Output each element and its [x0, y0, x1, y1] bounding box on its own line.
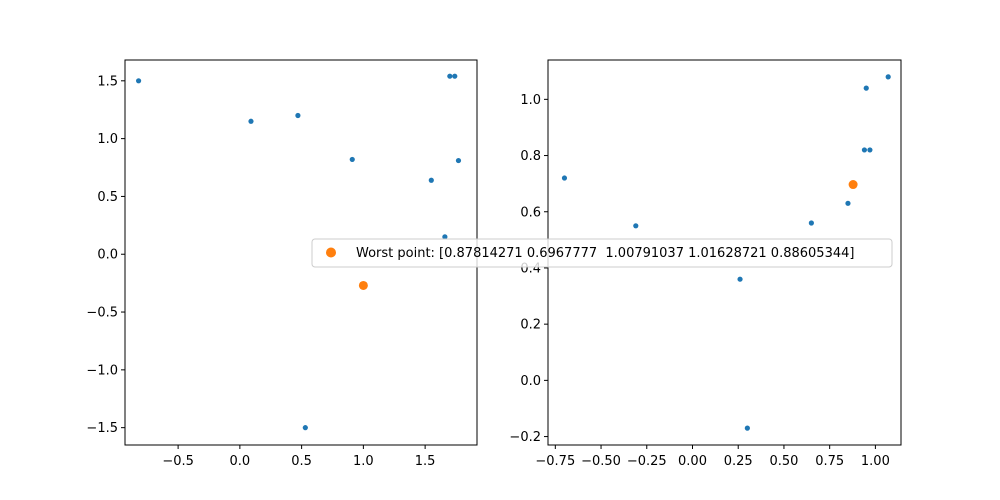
sample-point [349, 156, 355, 163]
x-tick-label: 0.50 [769, 454, 798, 469]
x-tick-label: 1.5 [415, 454, 436, 469]
sample-point [633, 223, 639, 229]
y-tick-label: 1.0 [97, 132, 118, 147]
sample-point [302, 425, 308, 431]
x-tick-label: −0.25 [627, 454, 667, 469]
y-tick-label: −0.5 [86, 306, 118, 321]
sample-point [428, 177, 434, 183]
x-tick-label: −0.50 [581, 454, 621, 469]
legend-box [311, 238, 893, 268]
sample-point [455, 157, 462, 164]
y-tick-label: 0.0 [97, 248, 118, 263]
x-tick-label: 0.5 [291, 454, 312, 469]
worst-point [848, 180, 858, 190]
y-tick-label: 0.2 [520, 318, 541, 333]
sample-point [452, 73, 458, 79]
sample-point [295, 112, 301, 119]
sample-point [885, 74, 891, 80]
legend-label: Worst point: [0.87814271 0.6967777 1.007… [356, 246, 854, 261]
sample-point [867, 147, 873, 153]
y-tick-label: 0.5 [97, 190, 118, 205]
sample-point [863, 85, 869, 91]
y-tick-label: 0.8 [520, 149, 541, 164]
x-tick-label: 0.75 [815, 454, 844, 469]
x-tick-label: 0.25 [724, 454, 753, 469]
sample-point [248, 118, 254, 124]
y-tick-label: 0.6 [520, 205, 541, 220]
y-tick-label: 0.0 [520, 374, 541, 389]
x-tick-label: 0.00 [678, 454, 707, 469]
sample-point [561, 175, 568, 181]
x-tick-label: −0.75 [535, 454, 575, 469]
x-tick-label: 1.0 [353, 454, 374, 469]
sample-point [808, 220, 814, 226]
y-tick-label: 1.5 [97, 74, 118, 89]
sample-point [447, 73, 453, 79]
sample-point [845, 200, 851, 206]
sample-point [737, 276, 743, 282]
y-tick-label: −1.5 [86, 421, 118, 436]
sample-point [861, 147, 868, 153]
left-subplot: −0.5 0.0 0.5 1.0 1.5 −1.5 −1.0 −0.5 0.0 0.5 1.0 1.5 [86, 59, 478, 469]
worst-point [358, 280, 368, 290]
x-tick-label: −0.5 [162, 454, 194, 469]
sample-point [442, 234, 448, 240]
legend: Worst point: [0.87814271 0.6967777 1.007… [311, 238, 893, 268]
y-tick-label: −0.2 [509, 430, 541, 445]
sample-point [744, 425, 750, 431]
legend-marker-worst [326, 247, 336, 258]
x-tick-label: 1.00 [861, 454, 890, 469]
y-tick-label: 1.0 [520, 93, 541, 108]
x-tick-label: 0.0 [230, 454, 251, 469]
y-tick-label: −1.0 [86, 363, 118, 378]
sample-point [135, 78, 142, 84]
